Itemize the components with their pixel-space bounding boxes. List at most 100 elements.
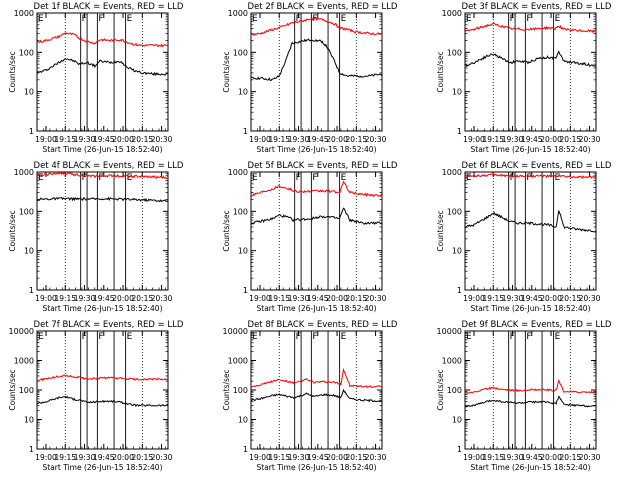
x-tick-label: 19:00 [463,294,485,303]
y-tick-label: 1 [29,286,34,295]
x-tick-label: 20:30 [151,294,173,303]
x-tick-label: 19:30 [288,294,310,303]
y-axis-label: Counts/sec [8,51,17,92]
y-axis-label: Counts/sec [8,369,17,410]
flag-label-e: E [127,14,133,24]
x-tick-label: 19:30 [502,294,524,303]
flag-label-f: F [510,332,515,342]
y-tick-label: 100 [447,207,462,216]
x-tick-label: 19:00 [35,453,57,462]
x-tick-label: 20:15 [560,453,582,462]
chart-title: Det 8f BLACK = Events, RED = LLD [248,320,398,330]
flag-label-e: E [252,332,258,342]
chart-title: Det 9f BLACK = Events, RED = LLD [462,320,612,330]
x-tick-label: 19:15 [482,294,504,303]
events-series-line [464,395,597,408]
x-tick-label: 20:15 [346,294,368,303]
chart-panel-3: Det 3f BLACK = Events, RED = LLD 1 10 100 10… [436,2,612,154]
x-tick-label: 20:00 [540,135,562,144]
flag-label-e: E [466,14,472,24]
lld-series-line [251,367,383,388]
y-tick-label: 10 [238,416,248,425]
x-axis-label: Start Time (26-Jun-15 18:52:40) [471,304,591,313]
y-tick-label: 10 [238,247,248,256]
x-tick-label: 20:00 [326,294,348,303]
x-tick-label: 20:15 [132,453,154,462]
x-tick-label: 20:15 [346,453,368,462]
y-axis: 1 10 100 1000 [442,9,596,136]
x-tick-label: 19:45 [307,294,329,303]
flag-label-f: F [296,173,301,183]
x-tick-label: 19:45 [307,135,329,144]
y-tick-label: 1 [457,127,462,136]
x-tick-label: 19:00 [35,135,57,144]
y-tick-label: 10 [24,88,34,97]
y-tick-label: 1000 [14,357,34,366]
flag-label-f: F [312,332,317,342]
y-tick-label: 1 [243,127,248,136]
x-tick-label: 20:30 [579,294,601,303]
x-tick-label: 19:15 [54,135,76,144]
y-axis: 1 10 100 1000 [442,168,596,295]
y-tick-label: 100 [233,207,248,216]
chart-title: Det 5f BLACK = Events, RED = LLD [248,161,398,171]
x-tick-label: 19:15 [54,294,76,303]
chart-title: Det 1f BLACK = Events, RED = LLD [34,2,184,12]
x-tick-label: 20:00 [112,453,134,462]
plot-frame [36,330,169,450]
x-tick-label: 19:45 [521,453,543,462]
flag-label-e: E [38,332,44,342]
y-tick-label: 100 [19,386,34,395]
chart-panel-2: Det 2f BLACK = Events, RED = LLD 1 10 100 10… [222,2,398,154]
plot-frame [36,171,169,291]
chart-title: Det 7f BLACK = Events, RED = LLD [34,320,184,330]
y-tick-label: 10 [238,88,248,97]
plot-frame [464,171,597,291]
y-tick-label: 1 [243,445,248,454]
x-tick-label: 19:30 [74,453,96,462]
y-tick-label: 1000 [228,168,248,177]
y-tick-label: 1000 [442,9,462,18]
x-tick-label: 20:30 [579,135,601,144]
x-tick-label: 19:00 [249,294,271,303]
y-axis-label: Counts/sec [436,369,445,410]
x-tick-label: 19:15 [54,453,76,462]
y-tick-label: 10 [452,88,462,97]
x-tick-label: 20:00 [540,453,562,462]
flag-label-f: F [510,173,515,183]
x-tick-label: 19:30 [74,294,96,303]
y-axis-label: Counts/sec [8,210,17,251]
x-axis-label: Start Time (26-Jun-15 18:52:40) [471,463,591,472]
events-series-line [250,207,383,225]
y-axis: 1 10 100 1000 [228,168,382,295]
x-axis-label: Start Time (26-Jun-15 18:52:40) [43,304,163,313]
events-series-line [36,395,169,408]
x-tick-label: 20:00 [326,135,348,144]
y-tick-label: 10 [452,247,462,256]
x-axis-label: Start Time (26-Jun-15 18:52:40) [43,463,163,472]
y-axis-label: Counts/sec [222,369,231,410]
lld-series-line [464,379,597,394]
y-axis-label: Counts/sec [222,51,231,92]
y-tick-label: 10 [24,416,34,425]
y-tick-label: 10000 [9,327,34,336]
x-tick-label: 20:00 [112,135,134,144]
x-tick-label: 19:45 [307,453,329,462]
x-axis-label: Start Time (26-Jun-15 18:52:40) [257,304,377,313]
flag-label-e: E [341,173,347,183]
x-tick-label: 19:00 [249,453,271,462]
flag-label-f: F [82,332,87,342]
events-series-line [464,210,597,233]
y-axis-label: Counts/sec [436,51,445,92]
x-tick-label: 19:00 [463,135,485,144]
x-tick-label: 19:30 [502,453,524,462]
x-tick-label: 20:30 [365,294,387,303]
chart-panel-4: Det 4f BLACK = Events, RED = LLD 1 10 100 10… [8,161,184,313]
chart-panel-9: Det 9f BLACK = Events, RED = LLD 1 10 100 10… [436,320,612,472]
y-tick-label: 100 [19,48,34,57]
